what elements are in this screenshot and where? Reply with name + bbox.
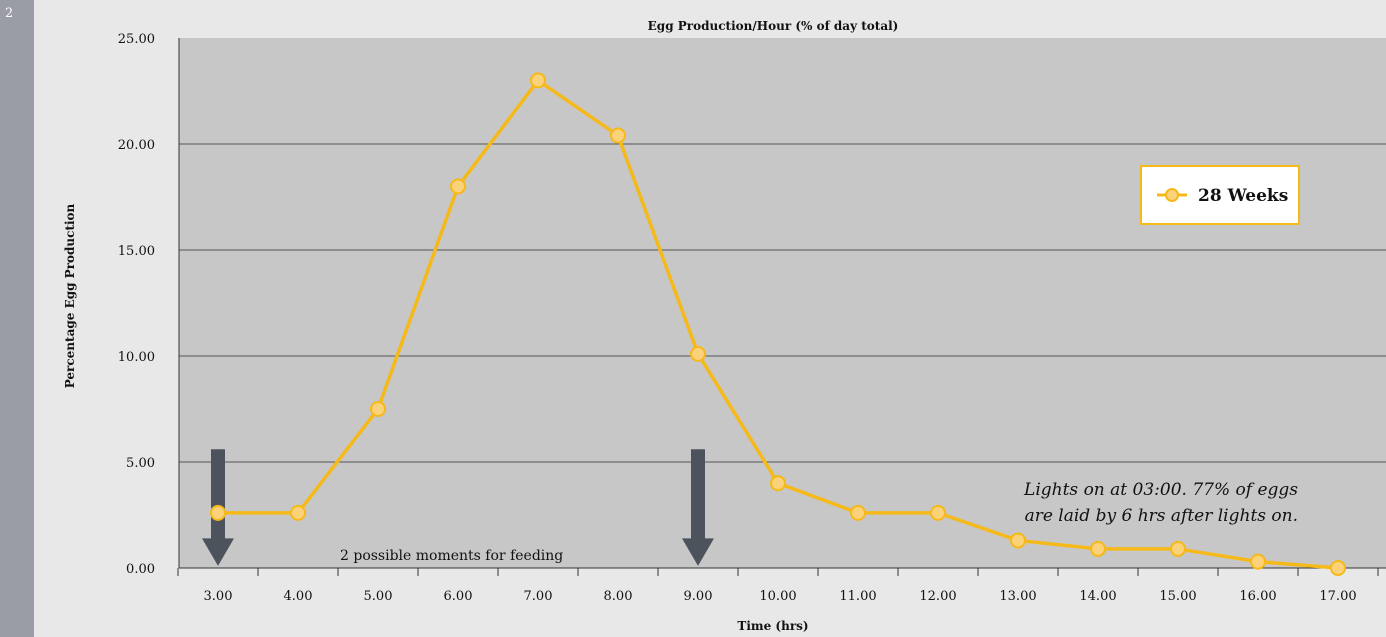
- feeding-arrow: [682, 449, 714, 566]
- feeding-label: 2 possible moments for feeding: [340, 548, 563, 564]
- data-point: [450, 178, 466, 195]
- y-tick-label: 20.00: [118, 138, 155, 153]
- x-tick-label: 11.00: [839, 589, 876, 604]
- x-tick-label: 6.00: [444, 589, 473, 604]
- x-tick-label: 8.00: [604, 589, 633, 604]
- annotation-line-1: Lights on at 03:00. 77% of eggs: [1023, 480, 1298, 500]
- data-point: [770, 475, 786, 492]
- data-point: [930, 504, 946, 521]
- y-tick-label: 5.00: [126, 456, 155, 471]
- data-point: [610, 127, 626, 144]
- y-tick-label: 10.00: [118, 350, 155, 365]
- x-tick-label: 5.00: [364, 589, 393, 604]
- x-tick-label: 7.00: [524, 589, 553, 604]
- data-point: [1090, 540, 1106, 557]
- x-tick-label: 15.00: [1159, 589, 1196, 604]
- x-tick-label: 14.00: [1079, 589, 1116, 604]
- data-point: [1250, 553, 1266, 570]
- data-point: [210, 504, 226, 521]
- data-point: [1330, 560, 1346, 576]
- page-number: 2: [5, 6, 14, 21]
- chart-title: Egg Production/Hour (% of day total): [648, 19, 899, 33]
- x-tick-label: 3.00: [204, 589, 233, 604]
- legend-label: 28 Weeks: [1198, 186, 1288, 206]
- data-point: [850, 504, 866, 521]
- side-strip: 2: [0, 0, 34, 637]
- y-tick-label: 0.00: [126, 562, 155, 577]
- y-tick-label: 15.00: [118, 244, 155, 259]
- y-tick-label: 25.00: [118, 32, 155, 47]
- data-point: [1010, 532, 1026, 549]
- x-tick-label: 10.00: [759, 589, 796, 604]
- data-point: [1170, 540, 1186, 557]
- x-tick-label: 16.00: [1239, 589, 1276, 604]
- data-point: [370, 401, 386, 417]
- x-tick-label: 12.00: [919, 589, 956, 604]
- legend: 28 Weeks: [1140, 165, 1300, 225]
- legend-marker: [1165, 188, 1179, 202]
- x-tick-label: 13.00: [999, 589, 1036, 604]
- x-tick-label: 17.00: [1319, 589, 1356, 604]
- x-tick-label: 4.00: [284, 589, 313, 604]
- y-axis-title: Percentage Egg Production: [63, 203, 77, 388]
- annotation-line-2: are laid by 6 hrs after lights on.: [1025, 506, 1298, 526]
- data-point: [690, 345, 706, 362]
- x-axis-title: Time (hrs): [737, 619, 808, 633]
- data-point: [530, 72, 546, 89]
- data-point: [290, 504, 306, 521]
- x-tick-label: 9.00: [684, 589, 713, 604]
